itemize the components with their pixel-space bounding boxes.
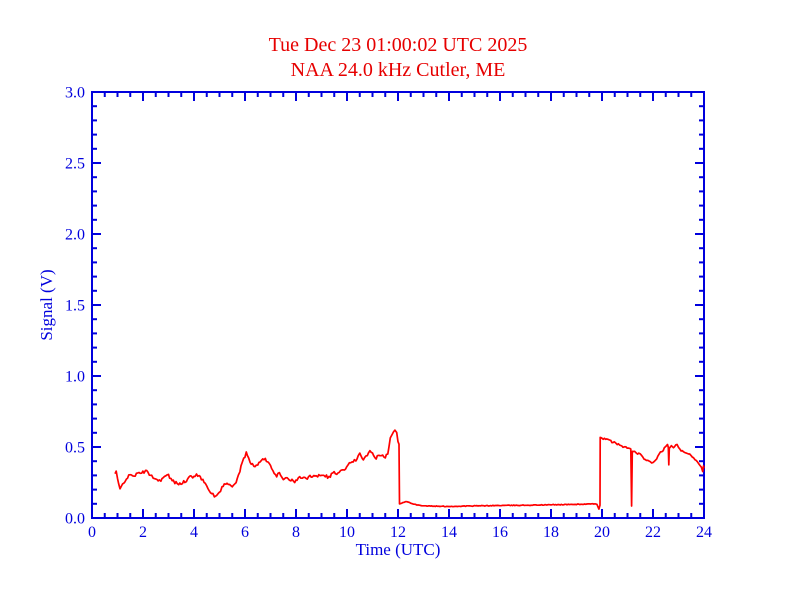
signal-trace xyxy=(114,429,705,510)
y-tick-label: 0.5 xyxy=(65,440,85,457)
x-tick-label: 12 xyxy=(390,524,406,541)
x-tick-label: 6 xyxy=(241,524,249,541)
x-tick-label: 0 xyxy=(88,524,96,541)
x-tick-label: 4 xyxy=(190,524,198,541)
x-axis-title: Time (UTC) xyxy=(355,540,441,559)
x-tick-label: 2 xyxy=(139,524,147,541)
x-tick-label: 16 xyxy=(492,524,508,541)
plot-title-timestamp: Tue Dec 23 01:00:02 UTC 2025 xyxy=(268,34,528,56)
x-tick-label: 14 xyxy=(441,524,457,541)
x-tick-label: 10 xyxy=(339,524,355,541)
x-tick-label: 22 xyxy=(645,524,661,541)
plot-frame xyxy=(91,91,705,519)
x-tick-label: 18 xyxy=(543,524,559,541)
y-tick-label: 3.0 xyxy=(65,85,85,102)
y-tick-label: 2.5 xyxy=(65,156,85,173)
x-tick-label: 20 xyxy=(594,524,610,541)
plot-title-station: NAA 24.0 kHz Cutler, ME xyxy=(290,59,506,81)
y-tick-label: 1.0 xyxy=(65,369,85,386)
y-tick-label: 2.0 xyxy=(65,227,85,244)
x-tick-label: 24 xyxy=(696,524,712,541)
y-axis-title: Signal (V) xyxy=(37,269,56,341)
y-tick-label: 1.5 xyxy=(65,298,85,315)
y-tick-label: 0.0 xyxy=(65,511,85,528)
x-tick-label: 8 xyxy=(292,524,300,541)
